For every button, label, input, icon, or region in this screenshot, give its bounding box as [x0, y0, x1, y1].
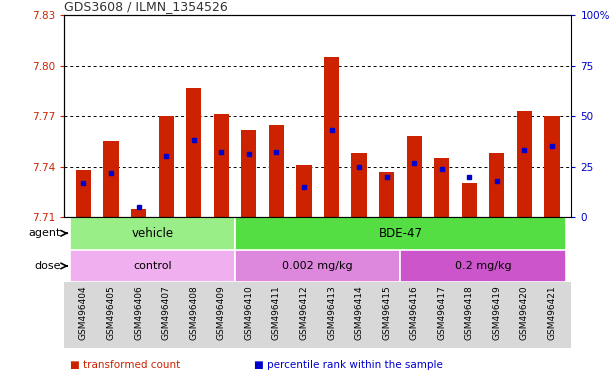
Bar	[235, 217, 566, 250]
Text: vehicle: vehicle	[131, 227, 174, 240]
Bar	[103, 141, 119, 217]
Text: ■ transformed count: ■ transformed count	[70, 360, 180, 370]
Text: 0.002 mg/kg: 0.002 mg/kg	[282, 261, 353, 271]
Text: ■ percentile rank within the sample: ■ percentile rank within the sample	[254, 360, 442, 370]
Bar	[70, 217, 235, 250]
Text: GSM496413: GSM496413	[327, 286, 336, 340]
Bar	[434, 158, 449, 217]
Bar	[489, 153, 505, 217]
Bar	[544, 116, 560, 217]
Bar	[296, 165, 312, 217]
Text: GSM496419: GSM496419	[492, 286, 502, 340]
Text: GSM496420: GSM496420	[520, 286, 529, 340]
Bar	[70, 250, 235, 282]
Bar	[241, 129, 257, 217]
Text: GSM496414: GSM496414	[354, 286, 364, 340]
Text: 0.2 mg/kg: 0.2 mg/kg	[455, 261, 511, 271]
Bar	[462, 183, 477, 217]
Text: BDE-47: BDE-47	[378, 227, 422, 240]
Bar	[158, 116, 174, 217]
Text: GSM496411: GSM496411	[272, 286, 281, 340]
Text: GSM496416: GSM496416	[410, 286, 419, 340]
Bar	[235, 250, 400, 282]
Bar	[131, 209, 146, 217]
Text: GSM496409: GSM496409	[217, 286, 225, 340]
Text: GSM496415: GSM496415	[382, 286, 391, 340]
Text: GSM496408: GSM496408	[189, 286, 198, 340]
Text: GSM496410: GSM496410	[244, 286, 254, 340]
Text: GSM496407: GSM496407	[162, 286, 170, 340]
Bar	[351, 153, 367, 217]
Bar	[324, 57, 339, 217]
Bar	[214, 114, 229, 217]
Text: GSM496421: GSM496421	[547, 286, 557, 340]
Text: GSM496406: GSM496406	[134, 286, 143, 340]
Text: GDS3608 / ILMN_1354526: GDS3608 / ILMN_1354526	[64, 0, 228, 13]
Text: GSM496417: GSM496417	[437, 286, 446, 340]
Text: GSM496418: GSM496418	[465, 286, 474, 340]
Text: control: control	[133, 261, 172, 271]
Bar	[186, 88, 201, 217]
Bar	[379, 172, 394, 217]
Bar	[269, 124, 284, 217]
Text: agent: agent	[29, 228, 61, 238]
Bar	[76, 170, 91, 217]
Text: dose: dose	[35, 261, 61, 271]
Bar	[400, 250, 566, 282]
Text: GSM496405: GSM496405	[106, 286, 115, 340]
Bar	[517, 111, 532, 217]
Bar	[406, 136, 422, 217]
Text: GSM496404: GSM496404	[79, 286, 88, 340]
Text: GSM496412: GSM496412	[299, 286, 309, 340]
